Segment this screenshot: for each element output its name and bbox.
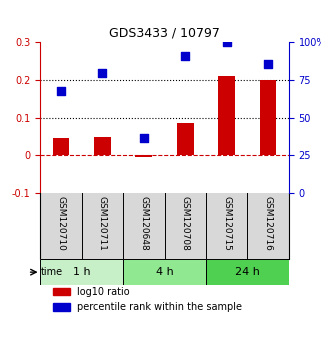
Point	[100, 70, 105, 76]
Text: GSM120648: GSM120648	[139, 196, 148, 251]
FancyBboxPatch shape	[40, 259, 123, 285]
Bar	[94, 137, 111, 155]
FancyBboxPatch shape	[206, 259, 289, 285]
Text: log10 ratio: log10 ratio	[77, 287, 130, 297]
Point	[58, 88, 64, 93]
Bar	[53, 303, 70, 310]
Text: 1 h: 1 h	[73, 267, 91, 277]
Bar	[177, 124, 194, 155]
Point	[265, 62, 271, 67]
Bar	[135, 155, 152, 157]
Text: time: time	[41, 267, 63, 277]
Point	[141, 135, 146, 141]
Text: 4 h: 4 h	[156, 267, 173, 277]
Text: GSM120715: GSM120715	[222, 196, 231, 251]
Text: GSM120711: GSM120711	[98, 196, 107, 251]
Bar	[53, 288, 70, 296]
Bar	[218, 76, 235, 155]
Text: 24 h: 24 h	[235, 267, 260, 277]
Bar	[53, 138, 69, 155]
Bar	[260, 80, 276, 155]
Point	[183, 53, 188, 59]
Point	[224, 40, 229, 45]
Text: GSM120708: GSM120708	[181, 196, 190, 251]
Title: GDS3433 / 10797: GDS3433 / 10797	[109, 27, 220, 40]
Text: GSM120716: GSM120716	[264, 196, 273, 251]
Text: GSM120710: GSM120710	[56, 196, 65, 251]
FancyBboxPatch shape	[123, 259, 206, 285]
Text: percentile rank within the sample: percentile rank within the sample	[77, 302, 242, 312]
